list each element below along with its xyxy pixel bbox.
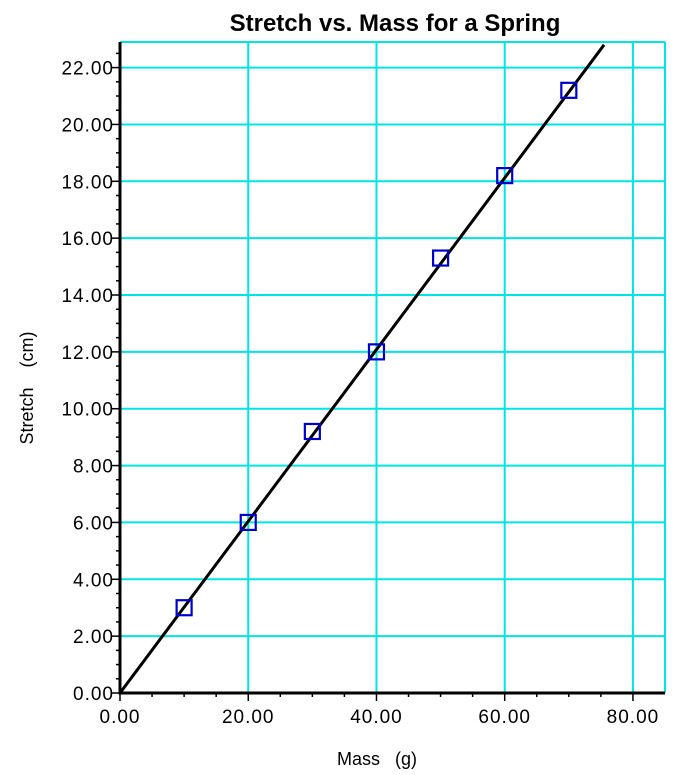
y-tick-label: 16.00: [61, 229, 114, 250]
fit-line-group: [118, 43, 606, 694]
y-tick-label: 2.00: [73, 627, 114, 648]
data-point: [239, 513, 257, 532]
y-axis-label: Stretch (cm): [17, 331, 37, 444]
x-axis-label: Mass (g): [337, 749, 417, 769]
x-axis-ticks: 0.00 20.00 40.00 60.00 80.00: [100, 693, 660, 728]
data-point: [175, 599, 193, 617]
x-tick-label: 20.00: [222, 707, 275, 728]
data-point: [303, 422, 321, 441]
data-point: [496, 167, 514, 185]
y-tick-label: 0.00: [73, 684, 114, 705]
data-point: [560, 81, 578, 99]
y-tick-label: 22.00: [61, 59, 114, 80]
data-points: [175, 81, 578, 617]
y-axis-ticks: 0.00 2.00 4.00 6.00 8.00 10.00 12.00 14.00 16.00…: [61, 52, 120, 705]
x-tick-label: 80.00: [607, 707, 660, 728]
y-tick-label: 6.00: [73, 513, 114, 534]
y-tick-label: 14.00: [61, 286, 114, 307]
fit-line: [118, 43, 606, 694]
data-point: [367, 343, 386, 361]
x-tick-label: 0.00: [100, 707, 141, 728]
axes: [118, 42, 665, 695]
y-tick-label: 4.00: [73, 570, 114, 591]
chart-title: Stretch vs. Mass for a Spring: [230, 10, 561, 37]
y-tick-label: 18.00: [61, 172, 114, 193]
x-tick-label: 40.00: [350, 707, 403, 728]
data-point: [431, 249, 450, 267]
x-tick-label: 60.00: [478, 707, 531, 728]
grid: [120, 41, 666, 693]
y-tick-label: 20.00: [61, 115, 114, 136]
y-tick-label: 10.00: [61, 400, 114, 421]
y-tick-label: 12.00: [61, 343, 114, 364]
y-tick-label: 8.00: [73, 457, 114, 478]
